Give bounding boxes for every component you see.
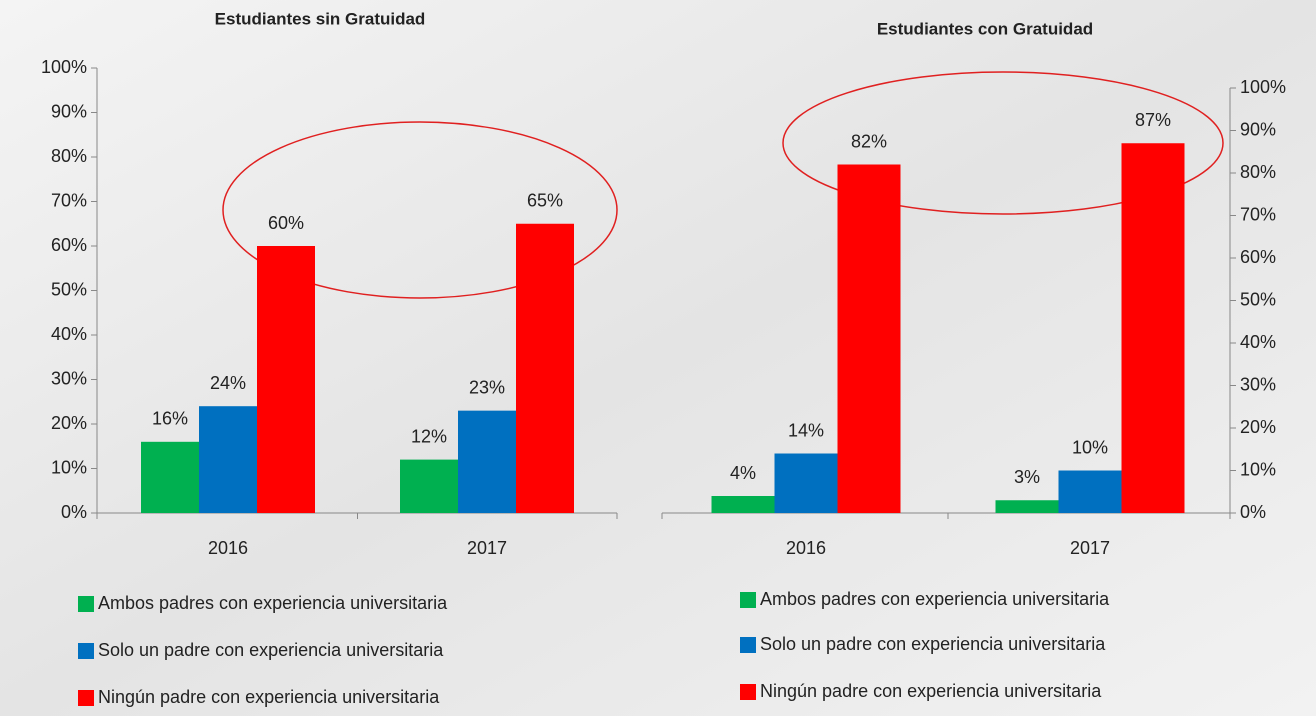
data-label: 24%: [210, 373, 246, 393]
data-label: 12%: [411, 426, 447, 446]
data-label: 23%: [469, 377, 505, 397]
y-tick-label: 20%: [51, 413, 87, 433]
y-tick-label: 50%: [51, 279, 87, 299]
y-tick-label: 90%: [51, 101, 87, 121]
x-tick-label: 2016: [786, 538, 826, 558]
y-tick-label: 100%: [41, 57, 87, 77]
data-label: 60%: [268, 213, 304, 233]
x-tick-label: 2017: [467, 538, 507, 558]
legend-swatch: [78, 596, 94, 612]
y-tick-label: 80%: [51, 146, 87, 166]
legend-swatch: [78, 643, 94, 659]
y-tick-label: 10%: [51, 457, 87, 477]
y-tick-label: 30%: [1240, 374, 1276, 394]
legend-label: Solo un padre con experiencia universita…: [98, 640, 444, 660]
x-tick-label: 2017: [1070, 538, 1110, 558]
data-label: 87%: [1135, 110, 1171, 130]
y-tick-label: 20%: [1240, 417, 1276, 437]
legend-swatch: [740, 637, 756, 653]
legend-swatch: [740, 592, 756, 608]
highlight-ellipse: [222, 121, 618, 299]
legend-label: Solo un padre con experiencia universita…: [760, 634, 1106, 654]
data-label: 3%: [1014, 467, 1040, 487]
bar: [458, 410, 516, 513]
bar: [1121, 143, 1185, 513]
y-tick-label: 40%: [51, 324, 87, 344]
y-tick-label: 0%: [1240, 502, 1266, 522]
bar: [1058, 470, 1122, 513]
y-tick-label: 70%: [51, 190, 87, 210]
bar: [141, 441, 199, 513]
bar: [774, 453, 838, 513]
y-tick-label: 70%: [1240, 204, 1276, 224]
data-label: 10%: [1072, 437, 1108, 457]
y-tick-label: 0%: [61, 502, 87, 522]
legend-swatch: [78, 690, 94, 706]
y-tick-label: 80%: [1240, 162, 1276, 182]
y-tick-label: 10%: [1240, 459, 1276, 479]
chart-title: Estudiantes con Gratuidad: [877, 19, 1093, 38]
bar: [257, 246, 315, 513]
bar: [995, 500, 1059, 513]
x-tick-label: 2016: [208, 538, 248, 558]
y-tick-label: 30%: [51, 368, 87, 388]
data-label: 4%: [730, 463, 756, 483]
y-tick-label: 90%: [1240, 119, 1276, 139]
y-tick-label: 100%: [1240, 77, 1286, 97]
legend-label: Ambos padres con experiencia universitar…: [760, 589, 1110, 609]
chart-title: Estudiantes sin Gratuidad: [215, 9, 426, 28]
y-tick-label: 40%: [1240, 332, 1276, 352]
y-tick-label: 60%: [1240, 247, 1276, 267]
bar: [837, 164, 901, 513]
legend-swatch: [740, 684, 756, 700]
data-label: 65%: [527, 191, 563, 211]
data-label: 14%: [788, 420, 824, 440]
bar: [711, 496, 775, 513]
bar: [400, 459, 458, 513]
data-label: 82%: [851, 131, 887, 151]
legend-label: Ningún padre con experiencia universitar…: [98, 687, 440, 707]
y-tick-label: 60%: [51, 235, 87, 255]
legend-label: Ambos padres con experiencia universitar…: [98, 593, 448, 613]
data-label: 16%: [152, 409, 188, 429]
bar: [516, 223, 574, 513]
highlight-ellipse: [782, 71, 1224, 215]
legend-label: Ningún padre con experiencia universitar…: [760, 681, 1102, 701]
bar: [199, 406, 257, 513]
y-tick-label: 50%: [1240, 289, 1276, 309]
